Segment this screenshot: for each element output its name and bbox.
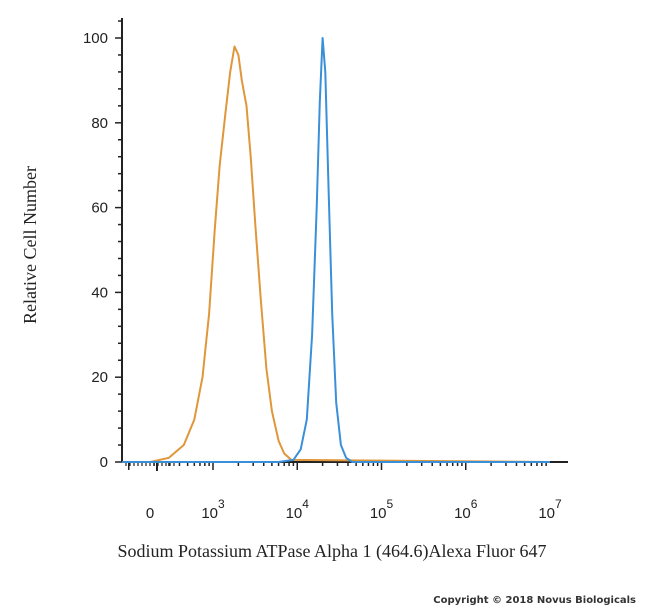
y-tick-label: 60: [91, 200, 108, 217]
y-tick-label: 100: [83, 30, 108, 47]
series-line-2: [122, 37, 550, 463]
series-line-1: [122, 45, 551, 463]
y-tick-label: 40: [91, 284, 108, 301]
copyright-text: Copyright © 2018 Novus Biologicals: [433, 595, 636, 606]
x-axis-title: Sodium Potassium ATPase Alpha 1 (464.6)A…: [118, 541, 547, 562]
y-tick-label: 80: [91, 115, 108, 132]
y-tick-label: 20: [91, 369, 108, 386]
x-tick-label: 104: [286, 497, 310, 522]
x-tick-label: 103: [201, 497, 225, 522]
x-tick-label: 0: [146, 505, 154, 522]
x-tick-label: 105: [370, 497, 394, 522]
y-tick-label: 0: [100, 454, 108, 471]
x-tick-label: 106: [454, 497, 478, 522]
x-tick-label: 107: [538, 497, 562, 522]
y-axis-title: Relative Cell Number: [20, 166, 40, 324]
series-layer: [122, 37, 551, 463]
flow-histogram-chart: 0 20 40 60 80 100 0 103 104 105 106 107 Relative Ce…: [20, 18, 568, 562]
